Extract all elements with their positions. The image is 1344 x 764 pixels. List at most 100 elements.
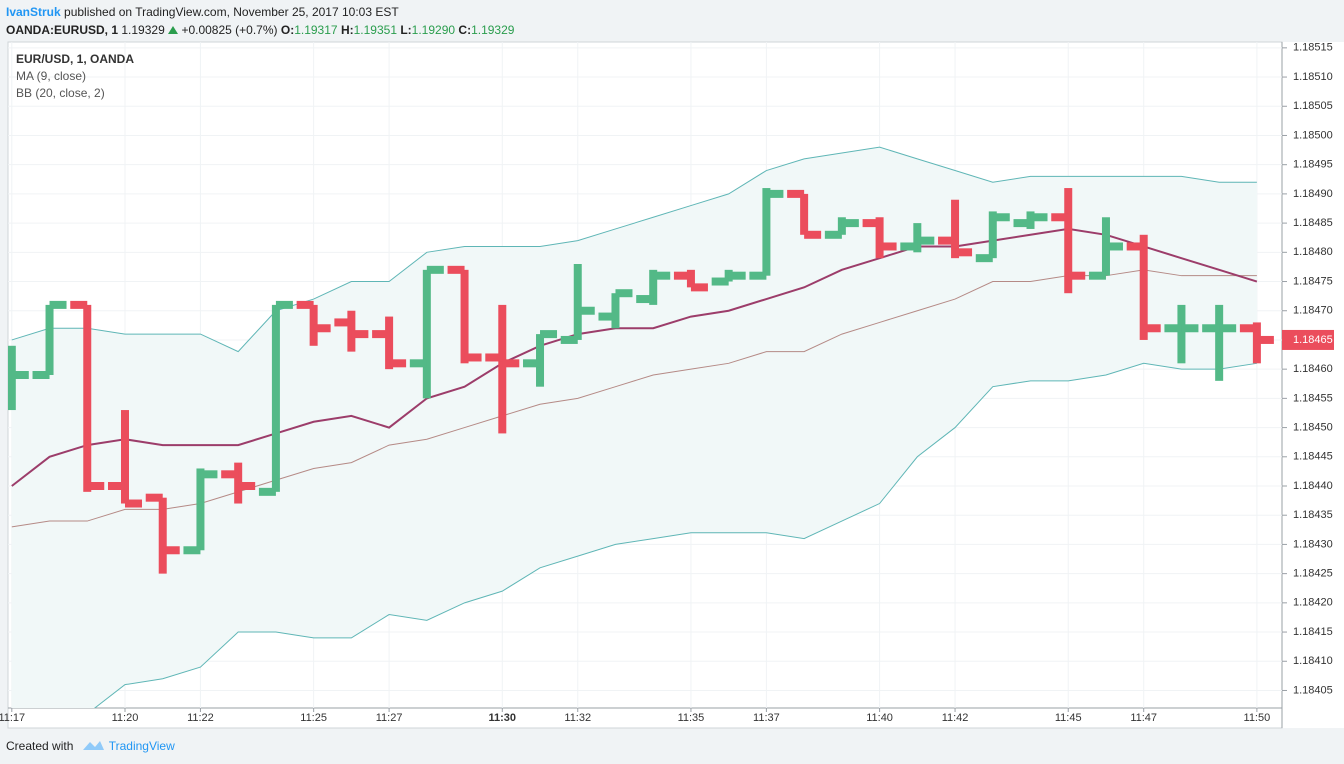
bar-range: [875, 217, 884, 259]
bar-open: [1088, 271, 1106, 280]
y-tick-label: 1.18515: [1293, 42, 1333, 54]
x-tick-label: 11:50: [1244, 712, 1271, 724]
bar-close: [955, 248, 973, 257]
bar-range: [1064, 188, 1073, 294]
ohlc-label: L:: [400, 23, 412, 37]
bar-open: [70, 300, 88, 309]
bollinger-basis: [11, 269, 1257, 528]
brand-link[interactable]: TradingView: [108, 739, 175, 753]
bar-close: [11, 371, 29, 379]
bar-close: [1219, 324, 1237, 333]
bar-open: [560, 335, 578, 344]
bar-range: [158, 497, 167, 574]
bar-open: [938, 236, 956, 245]
x-tick-label: 11:37: [753, 712, 780, 724]
bar-open: [787, 189, 805, 198]
y-tick-label: 1.18500: [1293, 129, 1333, 141]
bar-range: [1177, 304, 1186, 364]
bar-open: [8, 400, 12, 409]
bar-close: [804, 230, 822, 239]
legend-entry: BB (20, close, 2): [16, 86, 105, 100]
bar-open: [1239, 324, 1257, 333]
bar-open: [1202, 324, 1220, 333]
header-line: IvanStruk published on TradingView.com, …: [6, 3, 514, 21]
price-axis: [1282, 42, 1344, 728]
x-tick-label: 11:27: [376, 712, 403, 724]
y-tick-label: 1.18455: [1293, 392, 1333, 404]
bar-range: [800, 193, 809, 235]
x-tick-label: 11:20: [112, 712, 139, 724]
bar-close: [841, 219, 859, 228]
bar-close: [389, 359, 407, 368]
y-tick-label: 1.18475: [1293, 275, 1333, 287]
bar-close: [1181, 324, 1199, 333]
bar-open: [485, 353, 503, 362]
last-price-label: 1.18465: [1293, 334, 1333, 346]
ohlc-label: O:: [280, 23, 295, 37]
y-tick-label: 1.18485: [1293, 217, 1333, 229]
x-tick-label: 11:35: [678, 712, 705, 724]
bar-open: [673, 271, 691, 280]
last-price-tag: [1282, 329, 1334, 350]
bar-close: [351, 330, 369, 339]
ohlc-value: 1.19290: [411, 23, 456, 37]
y-tick-label: 1.18460: [1293, 363, 1333, 375]
bar-close: [1256, 335, 1274, 344]
bollinger-lower: [93, 362, 1257, 708]
bar-open: [749, 271, 767, 280]
y-tick-label: 1.18440: [1293, 480, 1333, 492]
legend-entry: MA (9, close): [16, 69, 86, 83]
user-link[interactable]: IvanStruk: [6, 5, 61, 19]
symbol-line: OANDA:EURUSD, 1 1.19329 +0.00825 (+0.7%)…: [6, 21, 514, 39]
bar-range: [988, 211, 997, 259]
symbol: OANDA:EURUSD, 1: [6, 23, 119, 37]
bar-open: [1013, 219, 1031, 228]
bar-open: [32, 371, 50, 379]
bar-close: [577, 306, 595, 315]
bar-open: [523, 359, 541, 368]
y-tick-label: 1.18420: [1293, 597, 1333, 609]
bar-close: [653, 271, 671, 280]
bar-close: [464, 353, 482, 362]
y-tick-label: 1.18430: [1293, 538, 1333, 550]
y-tick-label: 1.18435: [1293, 509, 1333, 521]
moving-average: [11, 227, 1258, 487]
footer: Created with TradingView: [6, 738, 175, 754]
bar-open: [1051, 213, 1069, 222]
bar-close: [540, 330, 558, 339]
bar-range: [762, 188, 771, 276]
bar-close: [87, 482, 105, 490]
x-tick-label: 11:47: [1130, 712, 1157, 724]
bar-open: [711, 277, 729, 286]
bar-range: [422, 269, 431, 399]
bar-open: [824, 230, 842, 239]
bar-close: [426, 265, 444, 274]
bar-close: [1105, 242, 1123, 251]
x-tick-label: 11:32: [564, 712, 591, 724]
created-with: Created with: [6, 739, 74, 753]
bar-range: [611, 293, 620, 329]
bollinger-upper: [11, 146, 1257, 353]
x-tick-label: 11:25: [300, 712, 327, 724]
bar-open: [409, 359, 427, 368]
bar-open: [372, 330, 390, 339]
bar-open: [183, 546, 201, 555]
published: published on TradingView.com, November 2…: [64, 5, 399, 19]
ohlc-label: H:: [340, 23, 354, 37]
y-tick-label: 1.18425: [1293, 568, 1333, 580]
y-tick-label: 1.18505: [1293, 100, 1333, 112]
bar-range: [1215, 304, 1224, 381]
y-tick-label: 1.18450: [1293, 421, 1333, 433]
y-tick-label: 1.18495: [1293, 159, 1333, 171]
bar-open: [636, 295, 654, 304]
bar-range: [460, 269, 469, 364]
bar-range: [498, 304, 507, 434]
y-tick-label: 1.18470: [1293, 305, 1333, 317]
y-tick-label: 1.18415: [1293, 626, 1333, 638]
bar-range: [45, 304, 54, 375]
x-tick-label: 11:45: [1055, 712, 1082, 724]
bar-range: [385, 316, 394, 370]
bar-open: [334, 318, 352, 327]
